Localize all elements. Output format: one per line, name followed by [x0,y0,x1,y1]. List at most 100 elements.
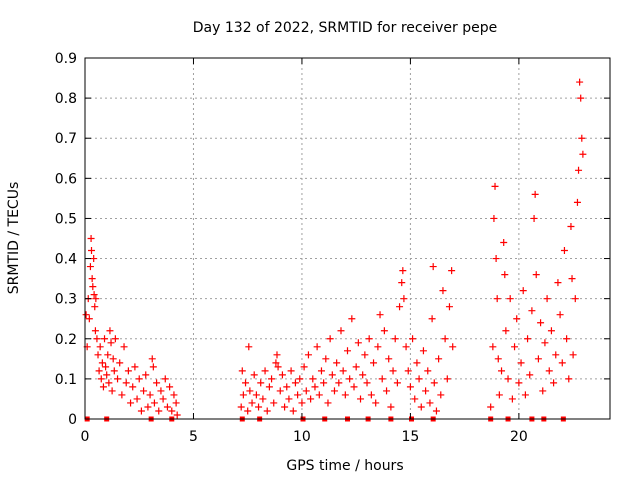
data-point [309,375,317,383]
data-points [82,78,587,419]
data-point [573,198,581,206]
y-tick-label: 0.3 [55,292,77,308]
data-point [578,134,586,142]
data-point [333,359,341,367]
data-point [285,395,293,403]
data-point [383,387,391,395]
data-point [335,379,343,387]
data-point [245,343,253,351]
data-point [398,279,406,287]
data-point [91,327,99,335]
data-point [545,367,553,375]
data-point [402,343,410,351]
data-point [94,351,102,359]
data-point [513,315,521,323]
data-point [287,367,295,375]
data-point [531,190,539,198]
data-point [492,255,500,263]
data-point [237,403,245,411]
data-point [107,339,115,347]
data-point [552,351,560,359]
data-point [404,367,412,375]
data-point [359,371,367,379]
data-point [159,395,167,403]
data-point [255,403,263,411]
x-axis-ticks: 0 5 10 15 20 [81,58,528,445]
x-tick-label: 10 [293,429,311,445]
y-tick-label: 0 [68,412,77,428]
data-point [172,399,180,407]
data-point [274,363,282,371]
data-point [449,343,457,351]
data-point [246,387,254,395]
data-point [89,283,97,291]
data-point [528,307,536,315]
data-point [90,291,98,299]
data-point [498,367,506,375]
data-point [539,387,547,395]
data-point [348,315,356,323]
data-point [357,395,365,403]
data-point [168,407,176,415]
data-point [490,214,498,222]
data-point [298,399,306,407]
data-point [426,399,434,407]
data-point [304,351,312,359]
data-point [489,343,497,351]
data-point [248,399,256,407]
data-point [238,367,246,375]
data-point [265,383,273,391]
y-axis-label: SRMTID / TECUs [6,182,22,295]
data-point [506,295,514,303]
data-point [508,395,516,403]
data-point [311,383,319,391]
y-tick-label: 0.9 [55,51,77,67]
data-point [415,375,423,383]
data-point [144,403,152,411]
data-point [577,94,585,102]
data-point [97,375,105,383]
data-point [354,339,362,347]
data-point [157,387,165,395]
data-point [317,367,325,375]
data-point [413,359,421,367]
data-point [149,363,157,371]
data-point [124,367,132,375]
y-tick-label: 0.2 [55,332,77,348]
data-point [393,379,401,387]
data-point [547,327,555,335]
data-point [339,367,347,375]
data-point [153,379,161,387]
data-point [352,363,360,371]
x-tick-label: 15 [401,429,419,445]
data-point [105,379,113,387]
data-point [108,387,116,395]
data-point [524,335,532,343]
data-point [252,391,260,399]
data-point [137,407,145,415]
data-point [519,287,527,295]
data-point [250,371,258,379]
data-point [363,379,371,387]
data-point [242,379,250,387]
data-point [534,355,542,363]
data-point [396,303,404,311]
data-point [142,371,150,379]
data-point [109,355,117,363]
data-point [131,363,139,371]
data-point [563,335,571,343]
data-point [257,379,265,387]
data-point [543,295,551,303]
data-point [344,347,351,355]
data-point [320,379,328,387]
x-tick-label: 5 [189,429,198,445]
data-point [443,375,451,383]
data-point [517,359,525,367]
data-point [102,363,110,371]
data-point [133,395,141,403]
data-point [111,335,119,343]
data-point [501,271,509,279]
data-point [173,411,181,419]
data-point [110,367,118,375]
